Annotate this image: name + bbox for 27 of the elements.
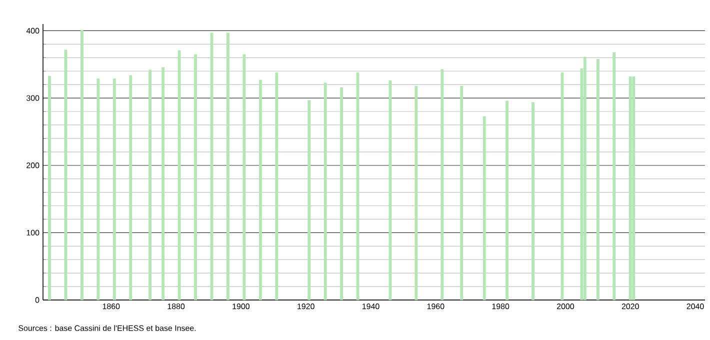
bar xyxy=(80,30,84,300)
bar xyxy=(628,76,632,300)
bar xyxy=(194,54,197,300)
bar xyxy=(440,69,444,300)
bar xyxy=(275,72,278,300)
bar xyxy=(414,86,418,300)
bar xyxy=(226,32,230,300)
bar xyxy=(178,50,181,300)
bar xyxy=(632,76,636,300)
bar xyxy=(308,100,311,300)
bar xyxy=(129,75,132,300)
bar xyxy=(506,100,509,300)
bar xyxy=(258,80,262,300)
bar xyxy=(162,67,165,300)
bar xyxy=(242,54,246,300)
bar xyxy=(324,82,327,300)
bar xyxy=(460,86,464,300)
bar xyxy=(340,87,344,300)
bar xyxy=(148,70,152,300)
bar xyxy=(96,78,100,300)
bar xyxy=(612,52,616,300)
bar xyxy=(48,76,51,300)
bar xyxy=(532,102,534,300)
bar xyxy=(112,78,116,300)
bar xyxy=(596,59,600,300)
bar xyxy=(482,116,486,300)
bar xyxy=(583,56,586,300)
